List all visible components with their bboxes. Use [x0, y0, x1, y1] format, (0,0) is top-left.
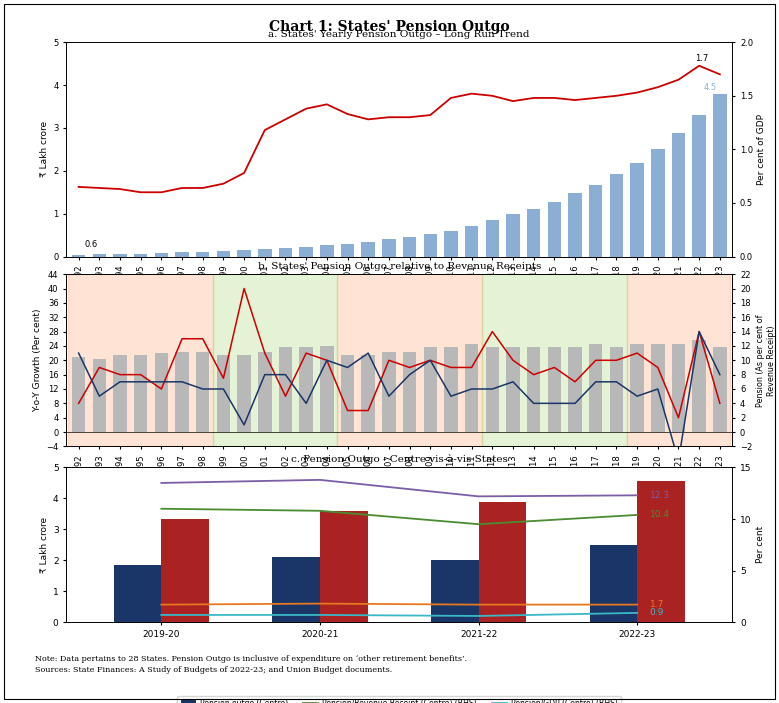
Bar — [590, 545, 637, 622]
Text: 12.3: 12.3 — [650, 491, 670, 500]
Text: Chart 1: States' Pension Outgo: Chart 1: States' Pension Outgo — [270, 20, 509, 34]
Bar — [403, 237, 416, 257]
Bar — [693, 340, 706, 432]
Bar — [630, 163, 643, 257]
Bar — [403, 352, 416, 432]
Bar — [320, 245, 333, 257]
Text: Note: Data pertains to 28 States. Pension Outgo is inclusive of expenditure on ‘: Note: Data pertains to 28 States. Pensio… — [35, 655, 467, 663]
Bar — [299, 247, 313, 257]
Bar — [465, 344, 478, 432]
Legend: Absolute (₹ Lakh crore), Pension outgo (Per cent of GDP) (RHS): Absolute (₹ Lakh crore), Pension outgo (… — [244, 323, 555, 338]
Bar — [693, 115, 706, 257]
Bar — [72, 356, 86, 432]
Text: Sources: State Finances: A Study of Budgets of 2022-23; and Union Budget documen: Sources: State Finances: A Study of Budg… — [35, 666, 393, 673]
Bar — [213, 274, 337, 446]
Bar — [134, 354, 147, 432]
Bar — [382, 240, 396, 257]
Bar — [175, 252, 189, 257]
Bar — [93, 359, 106, 432]
Bar — [155, 353, 168, 432]
Bar — [548, 202, 561, 257]
Bar — [485, 347, 499, 432]
Bar — [382, 352, 396, 432]
Legend: Pension/Revenue Receipt (RHS), Pension growth (y-o-y), Revenue Receipt Growth (y: Pension/Revenue Receipt (RHS), Pension g… — [178, 510, 621, 525]
Bar — [258, 250, 272, 257]
Y-axis label: Pension (As per cent of
Revenue Receipt): Pension (As per cent of Revenue Receipt) — [756, 314, 776, 406]
Bar — [424, 347, 437, 432]
Bar — [444, 231, 458, 257]
Bar — [113, 354, 127, 432]
Bar — [431, 560, 478, 622]
Bar — [134, 254, 147, 257]
Bar — [713, 347, 727, 432]
Bar — [69, 274, 213, 446]
Bar — [637, 482, 685, 622]
Bar — [651, 149, 664, 257]
Bar — [114, 565, 161, 622]
Bar — [320, 346, 333, 432]
Y-axis label: ₹ Lakh crore: ₹ Lakh crore — [40, 122, 49, 177]
Bar — [361, 354, 375, 432]
Bar — [444, 347, 458, 432]
Bar — [506, 214, 520, 257]
Y-axis label: Y-o-Y Growth (Per cent): Y-o-Y Growth (Per cent) — [33, 309, 42, 412]
Bar — [155, 253, 168, 257]
Text: 1.7: 1.7 — [650, 600, 664, 609]
Bar — [478, 501, 526, 622]
Legend: Pension outgo (Centre), Pension outgo (States), Pension/Revenue Receipt (Centre): Pension outgo (Centre), Pension outgo (S… — [178, 695, 621, 703]
Bar — [506, 347, 520, 432]
Bar — [482, 274, 627, 446]
Bar — [72, 255, 86, 257]
Bar — [340, 244, 354, 257]
Bar — [485, 220, 499, 257]
Bar — [548, 347, 561, 432]
Bar — [589, 185, 602, 257]
Title: b. States' Pension Outgo relative to Revenue Receipts: b. States' Pension Outgo relative to Rev… — [258, 262, 541, 271]
Title: a. States' Yearly Pension Outgo – Long Run Trend: a. States' Yearly Pension Outgo – Long R… — [269, 30, 530, 39]
Text: 10.4: 10.4 — [650, 510, 670, 520]
Bar — [651, 344, 664, 432]
Bar — [627, 274, 730, 446]
Y-axis label: Per cent: Per cent — [756, 527, 764, 563]
Bar — [196, 352, 210, 432]
Bar — [279, 347, 292, 432]
Bar — [610, 174, 623, 257]
Bar — [196, 252, 210, 257]
Bar — [258, 352, 272, 432]
Bar — [93, 254, 106, 257]
Bar — [671, 344, 686, 432]
Bar — [589, 344, 602, 432]
Bar — [527, 209, 541, 257]
Bar — [238, 354, 251, 432]
Bar — [337, 274, 482, 446]
Bar — [671, 133, 686, 257]
Title: c. Pension Outgo - Centre vis-à-vis States: c. Pension Outgo - Centre vis-à-vis Stat… — [291, 454, 508, 464]
Y-axis label: Per cent of GDP: Per cent of GDP — [757, 114, 767, 185]
Bar — [340, 354, 354, 432]
Bar — [279, 248, 292, 257]
Bar — [299, 347, 313, 432]
Bar — [465, 226, 478, 257]
Bar — [361, 242, 375, 257]
Bar — [161, 519, 209, 622]
Bar — [569, 193, 582, 257]
Y-axis label: ₹ Lakh crore: ₹ Lakh crore — [40, 517, 48, 573]
Bar — [238, 250, 251, 257]
Bar — [320, 511, 368, 622]
Bar — [610, 347, 623, 432]
Bar — [113, 254, 127, 257]
Bar — [527, 347, 541, 432]
Bar — [175, 352, 189, 432]
Bar — [217, 251, 230, 257]
Text: 1.7: 1.7 — [695, 54, 708, 63]
Bar — [713, 93, 727, 257]
Bar — [569, 347, 582, 432]
Text: 0.9: 0.9 — [650, 608, 664, 617]
Text: 4.5: 4.5 — [703, 83, 717, 92]
Bar — [273, 557, 320, 622]
Text: 0.6: 0.6 — [85, 240, 98, 249]
Bar — [630, 344, 643, 432]
Bar — [424, 234, 437, 257]
Bar — [217, 354, 230, 432]
